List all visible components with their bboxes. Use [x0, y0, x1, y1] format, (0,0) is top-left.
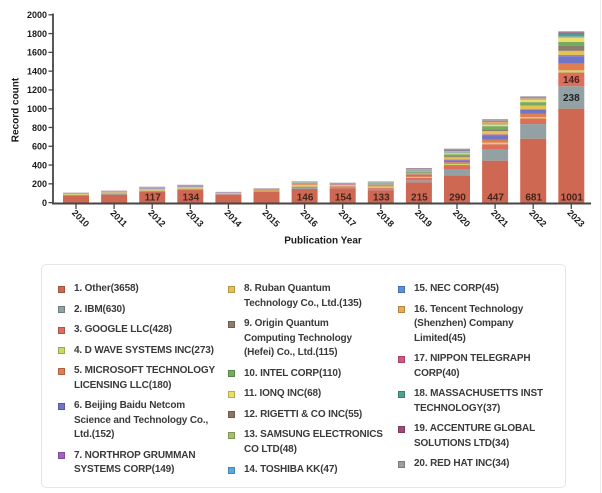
svg-text:2013: 2013: [184, 208, 205, 229]
svg-text:1800: 1800: [27, 29, 47, 39]
svg-text:117: 117: [145, 192, 162, 203]
svg-text:2019: 2019: [413, 208, 434, 229]
svg-text:2014: 2014: [222, 208, 243, 229]
svg-text:1200: 1200: [27, 85, 47, 95]
svg-text:2012: 2012: [146, 208, 167, 229]
svg-text:134: 134: [182, 192, 199, 203]
svg-text:0: 0: [42, 198, 47, 208]
svg-text:146: 146: [297, 192, 314, 203]
svg-text:2023: 2023: [565, 208, 586, 229]
svg-text:Record count: Record count: [11, 77, 22, 142]
svg-text:133: 133: [373, 192, 390, 203]
svg-text:2022: 2022: [527, 208, 548, 229]
svg-text:290: 290: [449, 192, 466, 203]
svg-text:800: 800: [32, 123, 47, 133]
svg-text:2021: 2021: [489, 208, 510, 229]
svg-text:1000: 1000: [27, 104, 47, 114]
svg-text:Publication Year: Publication Year: [284, 236, 362, 247]
svg-text:1001: 1001: [561, 192, 584, 203]
svg-text:1400: 1400: [27, 66, 47, 76]
svg-text:200: 200: [32, 179, 47, 189]
svg-text:2017: 2017: [337, 208, 358, 229]
svg-text:400: 400: [32, 160, 47, 170]
svg-text:215: 215: [411, 192, 428, 203]
svg-text:2010: 2010: [70, 208, 91, 229]
svg-text:2018: 2018: [375, 208, 396, 229]
svg-text:447: 447: [487, 192, 504, 203]
svg-text:2011: 2011: [108, 208, 129, 229]
svg-text:2020: 2020: [451, 208, 472, 229]
svg-text:681: 681: [525, 192, 542, 203]
svg-text:238: 238: [563, 93, 580, 104]
svg-text:1600: 1600: [27, 48, 47, 58]
svg-text:2000: 2000: [27, 10, 47, 20]
svg-text:2016: 2016: [299, 208, 320, 229]
svg-text:600: 600: [32, 142, 47, 152]
svg-text:146: 146: [563, 75, 580, 86]
svg-text:154: 154: [335, 192, 352, 203]
svg-text:2015: 2015: [261, 208, 282, 229]
